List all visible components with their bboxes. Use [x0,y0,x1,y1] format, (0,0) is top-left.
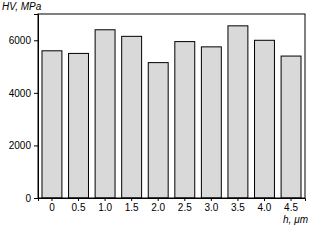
x-tick-label: 4.5 [284,202,298,213]
y-tick-label: 2000 [9,140,32,151]
y-tick: 6000 [9,35,38,46]
x-tick-label: 0.5 [72,202,86,213]
x-tick: 4.5 [284,198,298,213]
bar [122,36,142,198]
bar [255,40,275,198]
x-tick: 3.5 [231,198,245,213]
x-tick-label: 3.5 [231,202,245,213]
x-tick-mark [78,198,79,201]
y-tick-mark [34,40,38,41]
bar [42,51,62,198]
bar [228,26,248,198]
x-tick-mark [184,198,185,201]
plot: 0 2000 4000 6000 0 0.5 1.0 1.5 2.0 2.5 3.0 3.5 4.0 4.… [9,14,306,213]
x-tick-mark [105,198,106,201]
y-tick: 0 [25,193,38,204]
x-tick-mark [211,198,212,201]
x-tick-mark [131,198,132,201]
bar [201,47,221,198]
x-tick: 3.0 [204,198,218,213]
x-tick: 0 [49,198,55,213]
x-axis-title: h, μm [283,214,308,225]
x-tick-label: 2.5 [178,202,192,213]
x-tick: 4.0 [258,198,272,213]
y-tick-mark [34,198,38,199]
y-tick-label: 4000 [9,88,32,99]
y-tick-label: 6000 [9,35,32,46]
plot-frame [38,14,305,198]
bar [175,42,195,198]
y-axis: 0 2000 4000 6000 [9,15,39,204]
x-tick-label: 2.0 [151,202,165,213]
y-axis-line [34,15,39,199]
x-tick-label: 4.0 [258,202,272,213]
chart: 0 2000 4000 6000 0 0.5 1.0 1.5 2.0 2.5 3.0 3.5 4.0 4.… [0,0,312,225]
x-axis: 0 0.5 1.0 1.5 2.0 2.5 3.0 3.5 4.0 4.5 [39,198,306,213]
x-tick: 0.5 [72,198,86,213]
x-tick-mark [237,198,238,201]
x-tick-mark [158,198,159,201]
x-tick-mark [291,198,292,201]
y-tick-label: 0 [25,193,31,204]
x-tick-mark [51,198,52,201]
x-tick-label: 1.5 [125,202,139,213]
x-tick: 2.0 [151,198,165,213]
x-tick: 1.0 [98,198,112,213]
x-tick: 2.5 [178,198,192,213]
y-tick-mark [34,145,38,146]
bar [281,56,301,198]
y-tick: 2000 [9,140,38,151]
y-axis-title: HV, MPa [2,1,42,12]
x-tick-label: 3.0 [204,202,218,213]
bar [95,30,115,198]
x-tick-label: 0 [49,202,55,213]
bars [42,26,301,198]
x-tick-label: 1.0 [98,202,112,213]
x-tick: 1.5 [125,198,139,213]
bar [148,63,168,198]
bar [69,53,89,198]
x-tick-mark [264,198,265,201]
y-tick-mark [34,93,38,94]
y-tick: 4000 [9,88,38,99]
x-axis-line [39,199,306,202]
